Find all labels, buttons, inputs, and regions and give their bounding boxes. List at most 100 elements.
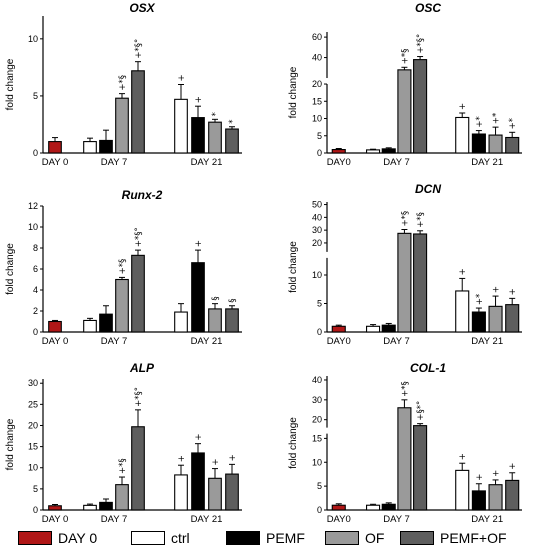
significance-mark: +§*° [416, 401, 426, 421]
x-category-label-day-7: DAY 7 [101, 514, 128, 525]
y-tick-label: 40 [312, 212, 322, 222]
bar-day-7-pemf-plus-of [131, 254, 145, 333]
x-category-label-day-7: DAY 7 [101, 336, 128, 347]
y-tick-label: 0 [33, 148, 38, 158]
significance-mark: +*§ [118, 259, 128, 275]
bar-day-7-pemf [99, 139, 113, 154]
y-tick-label: 2 [33, 306, 38, 316]
bar-day-21-pemf-plus-of [505, 304, 520, 333]
bar-day-7-pemf-plus-of [413, 59, 428, 154]
y-tick-label: 20 [312, 238, 322, 248]
y-tick-label: 8 [33, 243, 38, 253]
bar-day-7-pemf [381, 148, 396, 154]
significance-mark: +* [508, 118, 518, 129]
legend-swatch-pemf [226, 531, 260, 545]
significance-mark: § [211, 296, 221, 300]
legend-item-pemf-of: PEMF+OF [400, 529, 507, 547]
y-tick-label: 10 [28, 34, 38, 44]
legend-item-ctrl: ctrl [131, 529, 190, 547]
legend: DAY 0 ctrl PEMF OF PEMF+OF [18, 529, 528, 547]
y-axis-label-osc: fold change [288, 66, 299, 118]
y-tick-label: 10 [312, 270, 322, 280]
y-tick-label: 5 [33, 91, 38, 101]
bar-day-21-pemf [471, 311, 486, 333]
significance-mark: + [508, 463, 518, 470]
bar-day-21-pemf [471, 133, 486, 154]
x-category-label-day-21: DAY 21 [471, 336, 503, 347]
y-tick-label: 40 [312, 375, 322, 385]
bar-day-21-ctrl [455, 116, 470, 154]
significance-mark: + [458, 453, 468, 460]
significance-mark: +*§ [400, 49, 410, 65]
bar-day0-day-0 [331, 504, 346, 511]
y-tick-label: 15 [312, 96, 322, 106]
x-category-label-day-21: DAY 21 [191, 157, 223, 168]
chart-panel-runx-2: Runx-2 fold change 0 2 4 6 8 10 12 +*§ +*§° + § § DAY … [5, 188, 242, 347]
bar-day-7-pemf-plus-of [131, 426, 145, 511]
bar-day-7-pemf [99, 313, 113, 333]
chart-panel-osc: OSC fold change 0 5 10 15 20 40 60 +*§ +*§° + +* +* +*… [288, 1, 522, 168]
bar-day-21-of [208, 477, 222, 511]
bar-day-7-pemf [381, 503, 396, 511]
bar-day-0-day-0 [48, 505, 62, 511]
bar-day-21-ctrl [174, 474, 188, 511]
bar-day-7-of [115, 278, 129, 333]
y-tick-label: 5 [33, 484, 38, 494]
bar-day-7-of [115, 484, 129, 511]
significance-mark: +*§° [134, 387, 144, 407]
significance-mark: +* [475, 294, 485, 305]
significance-mark: +*§° [416, 34, 426, 54]
x-category-label-day0: DAY0 [327, 336, 351, 347]
bar-day-0-day-0 [48, 320, 62, 333]
bar-day-7-pemf-plus-of [413, 233, 428, 333]
chart-title-col-1: COL-1 [410, 361, 446, 375]
significance-mark: + [194, 96, 204, 103]
bar-day-21-pemf-plus-of [505, 479, 520, 511]
y-tick-label: 60 [312, 32, 322, 42]
bar-day-21-pemf-plus-of [225, 308, 239, 333]
x-category-label-day-21: DAY 21 [191, 514, 223, 525]
bar-day-7-ctrl [366, 149, 381, 154]
y-axis-label-alp: fold change [5, 418, 16, 470]
legend-label-pemf: PEMF [266, 530, 305, 546]
x-category-label-day-7: DAY 7 [101, 157, 128, 168]
y-axis-label-dcn: fold change [288, 241, 299, 293]
legend-swatch-pemf-of [400, 531, 434, 545]
legend-swatch-ctrl [131, 531, 165, 545]
y-axis-label-col-1: fold change [288, 417, 299, 469]
x-category-label-day-7: DAY 7 [383, 336, 410, 347]
significance-mark: * [211, 112, 221, 116]
bar-day-21-of [488, 305, 503, 333]
significance-mark: + [458, 103, 468, 110]
bar-day0-day-0 [331, 149, 346, 154]
bar-day-21-of [488, 134, 503, 154]
x-category-label-day-21: DAY 21 [471, 157, 503, 168]
significance-mark: + [492, 470, 502, 477]
bar-day-7-ctrl [83, 319, 97, 333]
y-tick-label: 50 [312, 200, 322, 210]
chart-panel-col-1: COL-1 fold change 0 5 10 15 20 30 40 +*§ +§*° + + + + D… [288, 361, 522, 525]
significance-mark: + [458, 268, 468, 275]
bar-day-21-pemf-plus-of [505, 136, 520, 154]
y-tick-label: 5 [317, 481, 322, 491]
significance-mark: + [211, 458, 221, 465]
bar-day-21-pemf [191, 262, 205, 333]
significance-mark: +* [475, 116, 485, 127]
x-category-label-day-0: DAY 0 [42, 157, 69, 168]
x-category-label-day-0: DAY 0 [42, 336, 69, 347]
legend-label-of: OF [365, 530, 385, 546]
bar-day-21-pemf-plus-of [225, 128, 239, 154]
chart-title-alp: ALP [129, 361, 155, 375]
x-category-label-day0: DAY0 [327, 157, 351, 168]
chart-title-osx: OSX [129, 1, 155, 15]
chart-title-runx-2: Runx-2 [122, 188, 163, 202]
bar-day-21-of [208, 121, 222, 154]
legend-item-of: OF [325, 529, 384, 547]
significance-mark: +*§ [416, 212, 426, 228]
y-tick-label: 10 [28, 222, 38, 232]
x-category-label-day0: DAY0 [327, 514, 351, 525]
significance-mark: + [194, 434, 204, 441]
bar-day-0-day-0 [48, 141, 62, 154]
bar-day-21-pemf-plus-of [225, 473, 239, 511]
